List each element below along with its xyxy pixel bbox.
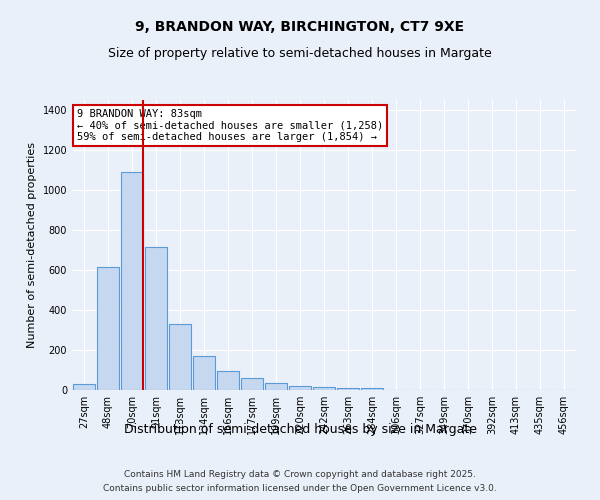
Bar: [289, 386, 311, 390]
Bar: [73, 384, 95, 390]
Text: Size of property relative to semi-detached houses in Margate: Size of property relative to semi-detach…: [108, 48, 492, 60]
Bar: [97, 267, 119, 390]
Bar: [121, 172, 143, 390]
Y-axis label: Number of semi-detached properties: Number of semi-detached properties: [27, 142, 37, 348]
Bar: [361, 388, 383, 390]
Bar: [193, 356, 215, 390]
Bar: [265, 383, 287, 390]
Bar: [169, 324, 191, 390]
Bar: [145, 247, 167, 390]
Bar: [337, 388, 359, 390]
Text: Contains public sector information licensed under the Open Government Licence v3: Contains public sector information licen…: [103, 484, 497, 493]
Text: 9 BRANDON WAY: 83sqm
← 40% of semi-detached houses are smaller (1,258)
59% of se: 9 BRANDON WAY: 83sqm ← 40% of semi-detac…: [77, 108, 383, 142]
Bar: [241, 378, 263, 390]
Bar: [313, 387, 335, 390]
Bar: [217, 371, 239, 390]
Text: 9, BRANDON WAY, BIRCHINGTON, CT7 9XE: 9, BRANDON WAY, BIRCHINGTON, CT7 9XE: [136, 20, 464, 34]
Text: Contains HM Land Registry data © Crown copyright and database right 2025.: Contains HM Land Registry data © Crown c…: [124, 470, 476, 479]
Text: Distribution of semi-detached houses by size in Margate: Distribution of semi-detached houses by …: [124, 422, 476, 436]
